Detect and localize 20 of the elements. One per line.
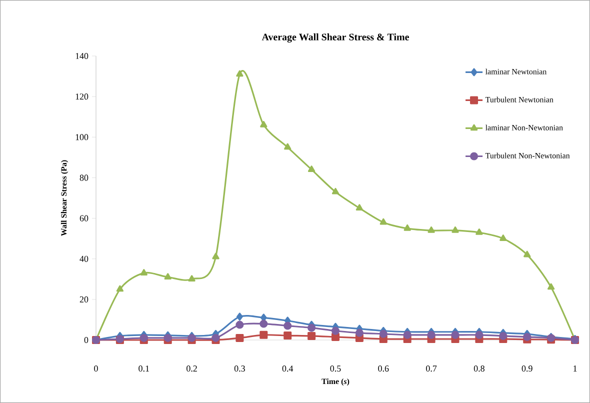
y-tick-label: 80 <box>80 174 88 181</box>
x-tick-label: 0.2 <box>186 366 197 372</box>
x-tick-label: 0.4 <box>282 366 294 372</box>
y-tick-label: 20 <box>80 296 88 302</box>
chart-title: Average Wall Shear Stress & Time <box>262 33 410 43</box>
y-tick-label: 120 <box>76 94 88 100</box>
y-tick-label: 40 <box>80 256 88 262</box>
x-tick-label: 0.9 <box>522 366 532 372</box>
x-tick-label: 0.3 <box>234 366 245 372</box>
y-tick-label: 0 <box>84 336 88 344</box>
x-tick-label: 0.8 <box>474 366 484 372</box>
x-tick-label: 0.1 <box>138 366 149 372</box>
x-tick-label: 0.6 <box>378 366 389 372</box>
y-tick-label: 100 <box>76 134 88 140</box>
x-tick-label: 0 <box>94 366 98 372</box>
y-tick-label: 140 <box>76 52 88 60</box>
y-tick-label: 60 <box>80 215 88 222</box>
x-tick-label: 0.5 <box>330 366 341 372</box>
x-tick-label: 0.7 <box>426 366 437 372</box>
x-tick-label: 1 <box>574 366 577 372</box>
